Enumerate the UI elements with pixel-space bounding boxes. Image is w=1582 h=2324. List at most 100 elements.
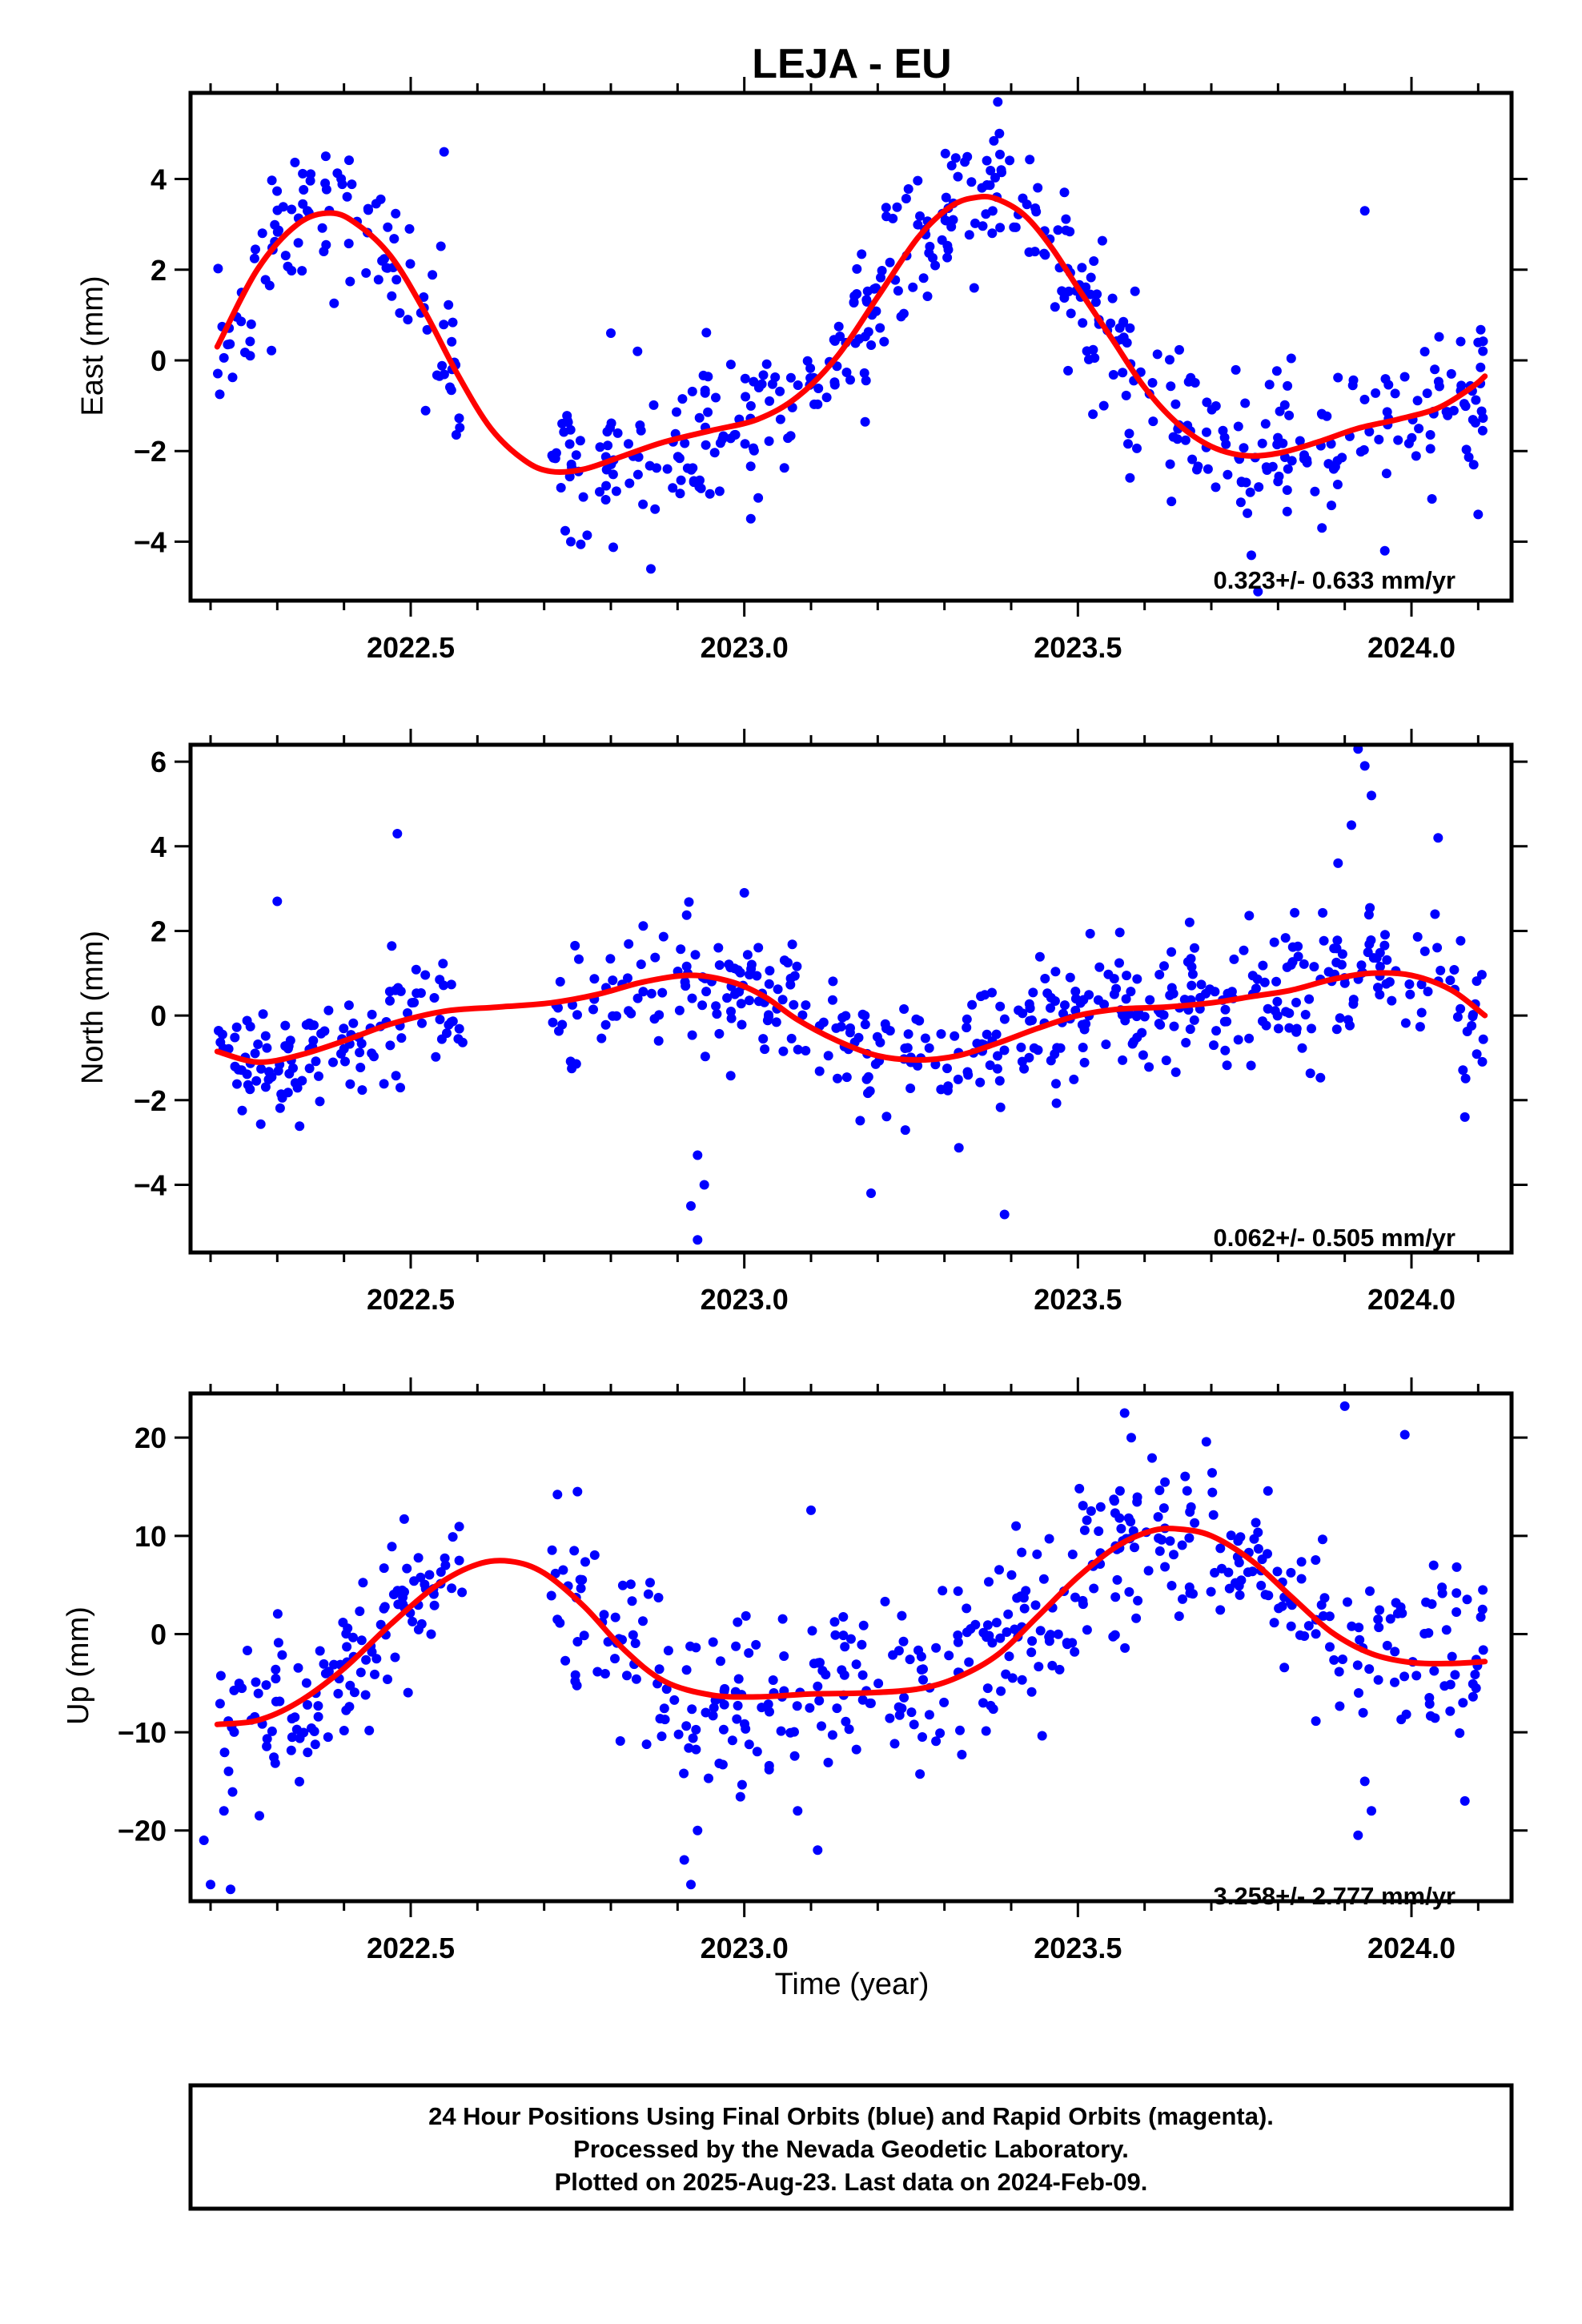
north-data-point: [674, 1005, 685, 1015]
up-data-point: [924, 1710, 934, 1720]
north-data-point: [1144, 1062, 1154, 1072]
east-data-point: [941, 192, 951, 203]
east-data-point: [436, 241, 446, 251]
up-data-point: [1335, 1701, 1345, 1711]
east-data-point: [687, 386, 697, 396]
east-data-point: [775, 414, 785, 424]
north-data-point: [1375, 962, 1385, 971]
north-data-point: [588, 1004, 598, 1015]
east-data-point: [711, 392, 721, 403]
east-data-point: [966, 177, 977, 187]
east-data-point: [821, 392, 832, 403]
east-data-point: [1430, 364, 1440, 375]
up-data-point: [641, 1739, 652, 1750]
north-data-point: [905, 1084, 916, 1093]
north-data-point: [1051, 1098, 1062, 1108]
north-data-point: [1387, 995, 1397, 1006]
up-data-point: [935, 1728, 946, 1739]
north-data-point: [733, 965, 743, 975]
north-data-point: [1381, 979, 1391, 989]
up-data-point: [349, 1687, 359, 1698]
up-data-point: [1318, 1534, 1327, 1545]
up-data-point: [1032, 1549, 1042, 1559]
east-data-point: [1278, 438, 1288, 448]
up-data-point: [400, 1586, 409, 1597]
up-data-point: [970, 1619, 981, 1630]
up-data-point: [1001, 1669, 1011, 1679]
north-data-point: [1331, 1024, 1342, 1035]
east-data-point: [668, 483, 678, 493]
north-data-point: [658, 931, 669, 942]
east-data-point: [841, 368, 852, 377]
north-data-point: [409, 997, 420, 1007]
up-data-point: [813, 1845, 823, 1856]
north-data-point: [1170, 1067, 1181, 1077]
up-data-point: [1070, 1647, 1080, 1657]
up-data-point: [356, 1635, 367, 1646]
up-data-point: [735, 1791, 745, 1802]
up-y-tick-label: −10: [118, 1716, 167, 1749]
north-data-point: [693, 1235, 703, 1245]
north-data-point: [1145, 995, 1155, 1005]
up-data-point: [1177, 1540, 1187, 1550]
up-data-point: [899, 1692, 909, 1703]
east-data-point: [758, 370, 769, 380]
up-data-point: [1247, 1566, 1258, 1577]
east-data-point: [1310, 486, 1320, 497]
north-data-point: [1081, 1019, 1091, 1029]
east-data-point: [1108, 370, 1118, 380]
north-data-point: [1271, 976, 1282, 987]
east-data-point: [293, 238, 303, 248]
north-data-point: [777, 995, 788, 1005]
up-data-point: [315, 1646, 325, 1656]
east-data-point: [714, 486, 725, 497]
up-data-point: [656, 1731, 667, 1742]
north-data-point: [779, 955, 789, 966]
east-data-point: [1337, 452, 1347, 463]
up-data-point: [1445, 1706, 1456, 1716]
up-data-point: [379, 1563, 389, 1574]
up-data-point: [1373, 1614, 1383, 1625]
east-data-point: [888, 213, 898, 223]
north-data-point: [636, 959, 646, 970]
up-data-point: [1126, 1433, 1136, 1443]
up-data-point: [580, 1557, 590, 1567]
up-data-point: [393, 1599, 404, 1610]
north-data-point: [1222, 1016, 1232, 1027]
east-data-point: [1333, 372, 1343, 383]
east-data-point: [213, 368, 223, 379]
north-data-point: [429, 993, 440, 1003]
north-data-point: [1291, 997, 1301, 1007]
north-y-tick-label: 2: [151, 915, 167, 947]
east-data-point: [672, 407, 681, 417]
north-data-point: [1364, 939, 1375, 950]
east-data-point: [1260, 419, 1271, 429]
east-data-point: [1033, 183, 1043, 193]
north-data-point: [1263, 1003, 1273, 1014]
east-data-point: [977, 183, 987, 193]
up-data-point: [691, 1724, 701, 1735]
east-data-point: [813, 399, 823, 409]
up-data-point: [691, 1744, 701, 1755]
up-data-point: [1279, 1663, 1290, 1673]
east-data-point: [303, 206, 312, 216]
east-data-point: [444, 300, 454, 310]
east-data-point: [455, 423, 465, 432]
up-data-point: [1004, 1651, 1014, 1662]
north-data-point: [626, 1008, 636, 1019]
east-data-point: [860, 332, 870, 342]
east-data-point: [1088, 344, 1098, 355]
east-data-point: [1236, 476, 1247, 487]
up-data-point: [295, 1776, 304, 1787]
up-data-point: [813, 1681, 823, 1691]
east-data-point: [347, 179, 357, 190]
east-data-point: [913, 219, 923, 230]
up-data-point: [1158, 1503, 1169, 1514]
east-data-point: [860, 416, 870, 427]
east-data-point: [1202, 427, 1211, 437]
up-data-point: [1147, 1453, 1157, 1463]
up-data-point: [785, 1727, 796, 1738]
up-data-point: [313, 1711, 323, 1722]
up-data-point: [659, 1703, 669, 1714]
